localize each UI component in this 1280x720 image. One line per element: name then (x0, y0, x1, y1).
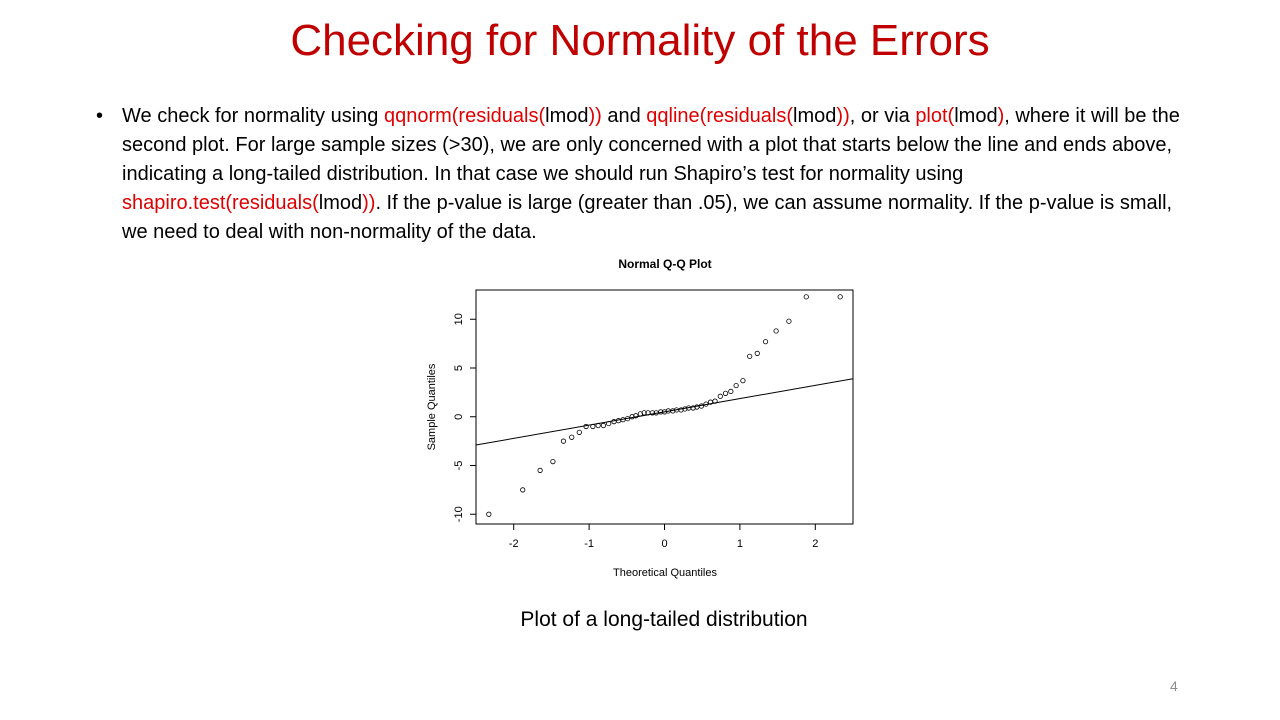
data-point (803, 294, 809, 300)
text-fragment: We check for normality using (122, 105, 384, 127)
data-point (633, 413, 639, 419)
data-point (690, 405, 696, 411)
text-fragment: , or via (849, 105, 916, 127)
data-point (740, 378, 746, 384)
data-point (583, 423, 589, 430)
data-point (629, 414, 635, 420)
data-point (649, 410, 656, 416)
data-point (670, 408, 676, 414)
y-tick-label: 5 (453, 365, 465, 371)
code-fragment: )) (362, 192, 376, 214)
text-fragment: lmod (954, 105, 998, 127)
data-point (661, 409, 668, 415)
data-point (641, 410, 647, 416)
data-point (550, 459, 556, 465)
data-point (728, 388, 734, 394)
bullet-paragraph: • We check for normality using qqnorm(re… (96, 102, 1191, 247)
data-point (560, 438, 567, 444)
x-tick-label: 0 (661, 538, 667, 550)
data-point (678, 407, 684, 413)
y-axis: -10 -5 0 5 10 (453, 313, 476, 522)
x-tick-label: -1 (584, 538, 594, 550)
data-point (569, 434, 575, 440)
data-point (595, 422, 601, 429)
data-point (747, 353, 753, 359)
slide-title: Checking for Normality of the Errors (290, 16, 990, 65)
data-point (682, 406, 688, 412)
y-tick-label: 10 (453, 313, 465, 325)
y-tick-label: -10 (453, 506, 465, 522)
code-fragment: )) (588, 105, 602, 127)
text-fragment: lmod (793, 105, 837, 127)
y-tick-label: 0 (453, 414, 465, 420)
y-tick-label: -5 (453, 461, 465, 471)
data-point (698, 403, 705, 409)
data-point (590, 423, 596, 430)
data-point (486, 511, 492, 517)
data-point (576, 429, 582, 435)
code-fragment: )) (836, 105, 850, 127)
code-fragment: plot( (915, 105, 955, 127)
plot-frame (475, 289, 854, 525)
code-fragment: qqnorm(residuals( (383, 105, 546, 127)
text-fragment: lmod (318, 192, 363, 214)
bullet-text: We check for normality using qqnorm(resi… (122, 102, 1191, 247)
x-tick-label: 2 (812, 538, 818, 550)
data-point (624, 416, 631, 422)
data-point (762, 339, 769, 345)
x-axis-label: Theoretical Quantiles (613, 567, 717, 579)
data-point (786, 318, 792, 324)
data-point (712, 398, 718, 404)
page-number: 4 (1170, 678, 1178, 694)
x-tick-label: -2 (509, 538, 519, 550)
x-tick-label: 1 (737, 538, 743, 550)
data-point (703, 401, 709, 407)
data-point (600, 422, 607, 429)
text-fragment: . If the p-value is large (greater than … (122, 192, 1173, 243)
data-point (611, 419, 617, 425)
chart-title: Normal Q-Q Plot (618, 257, 711, 271)
x-axis: -2 -1 0 1 2 (509, 524, 818, 550)
data-points (486, 294, 843, 517)
code-fragment: qqline(residuals( (646, 105, 794, 127)
data-point (520, 487, 526, 493)
code-fragment: ) (997, 105, 1005, 127)
data-point (837, 294, 843, 300)
data-point (717, 393, 723, 399)
text-fragment: and (601, 105, 647, 127)
qq-reference-line (475, 378, 854, 446)
data-point (773, 328, 779, 334)
data-point (754, 350, 760, 356)
text-fragment: , where it will be the second plot. For … (122, 105, 1180, 185)
text-fragment: lmod (545, 105, 589, 127)
data-point (537, 467, 543, 473)
code-fragment: shapiro.test(residuals( (122, 192, 319, 214)
y-axis-label: Sample Quantiles (426, 363, 438, 450)
data-point (722, 390, 729, 396)
figure-caption: Plot of a long-tailed distribution (520, 608, 808, 631)
data-point (733, 382, 739, 389)
bullet-marker: • (96, 105, 104, 127)
data-point (658, 409, 664, 415)
data-point (637, 411, 643, 417)
data-point (606, 420, 612, 427)
